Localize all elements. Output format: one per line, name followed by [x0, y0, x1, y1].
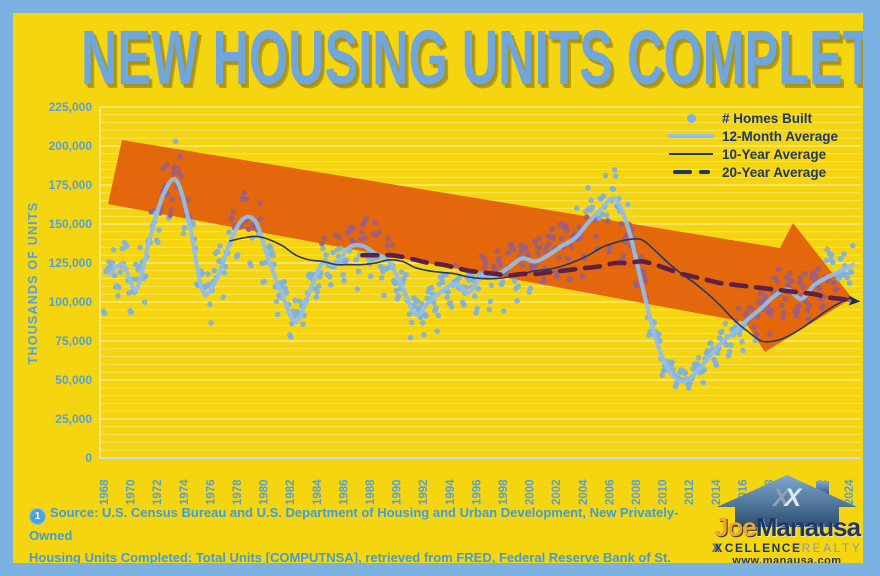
joe-manausa-logo: XX JoeManausa XXCELLENCEREALTY www.manau…: [709, 473, 863, 563]
chart-legend: # Homes Built 12-Month Average 10-Year A…: [665, 109, 838, 181]
footnote-1-icon: 1: [29, 508, 46, 525]
source-label: Source:: [50, 505, 99, 520]
svg-text:2010: 2010: [658, 479, 670, 505]
svg-text:50,000: 50,000: [55, 373, 92, 387]
trend-end-arrow-marker: [848, 295, 861, 306]
legend-item-12-month-average: 12-Month Average: [665, 127, 838, 145]
svg-text:1972: 1972: [152, 479, 164, 505]
chart-canvas: NEW HOUSING UNITS COMPLETED 0 25,000 50,00…: [13, 13, 863, 563]
house-icon: XX: [717, 475, 857, 527]
thick-line-swatch: [665, 133, 717, 139]
svg-text:150,000: 150,000: [49, 217, 93, 231]
svg-text:2002: 2002: [551, 479, 563, 505]
svg-text:1968: 1968: [99, 479, 111, 505]
svg-text:1990: 1990: [392, 479, 404, 505]
logo-name: JoeManausa: [713, 512, 861, 542]
y-axis-title: THOUSANDS OF UNITS: [26, 202, 40, 365]
svg-text:2004: 2004: [578, 479, 590, 505]
svg-text:2012: 2012: [684, 479, 696, 505]
svg-text:1994: 1994: [445, 479, 457, 505]
logo-xcellence-realty: XXCELLENCEREALTY: [711, 541, 863, 555]
svg-text:100,000: 100,000: [49, 295, 93, 309]
svg-text:200,000: 200,000: [49, 139, 93, 153]
legend-item-10-year-average: 10-Year Average: [665, 145, 838, 163]
svg-text:2000: 2000: [525, 479, 537, 505]
svg-text:1980: 1980: [259, 479, 271, 505]
legend-item-homes-built: # Homes Built: [665, 109, 838, 127]
svg-text:1986: 1986: [338, 479, 350, 505]
svg-text:1978: 1978: [232, 479, 244, 505]
ten-year-average-line: [229, 235, 853, 343]
twelve-month-average-line: [107, 177, 856, 384]
svg-text:1982: 1982: [285, 479, 297, 505]
svg-text:1988: 1988: [365, 479, 377, 505]
source-line1: U.S. Census Bureau and U.S. Department o…: [29, 505, 679, 543]
svg-text:1992: 1992: [418, 479, 430, 505]
page-title: NEW HOUSING UNITS COMPLETED: [81, 15, 863, 101]
source-note: 1 Source: U.S. Census Bureau and U.S. Dep…: [29, 502, 701, 563]
downtrend-arrow: [108, 140, 852, 352]
y-axis-tick-labels: 0 25,000 50,000 75,000 100,000 125,000 150,000…: [49, 100, 93, 465]
scatter-dot-swatch: [665, 113, 717, 123]
twenty-year-average-line: [360, 252, 853, 303]
dashed-line-swatch: [665, 169, 717, 175]
source-line2: Housing Units Completed: Total Units [CO…: [29, 549, 671, 564]
svg-text:225,000: 225,000: [49, 100, 93, 114]
svg-text:75,000: 75,000: [55, 334, 92, 348]
svg-text:2008: 2008: [631, 479, 643, 505]
thin-line-swatch: [665, 153, 717, 155]
svg-text:1998: 1998: [498, 479, 510, 505]
svg-text:1970: 1970: [126, 479, 138, 505]
svg-text:1996: 1996: [471, 479, 483, 505]
svg-text:2014: 2014: [711, 479, 723, 505]
svg-text:2006: 2006: [604, 479, 616, 505]
logo-website[interactable]: www.manausa.com: [732, 555, 842, 564]
legend-item-20-year-average: 20-Year Average: [665, 163, 838, 181]
svg-text:1974: 1974: [179, 479, 191, 505]
svg-text:1984: 1984: [312, 479, 324, 505]
housing-units-chart: 0 25,000 50,000 75,000 100,000 125,000 150,000…: [26, 100, 861, 505]
svg-text:2024: 2024: [844, 479, 856, 505]
svg-text:25,000: 25,000: [55, 412, 92, 426]
svg-text:0: 0: [85, 451, 92, 465]
svg-text:175,000: 175,000: [49, 178, 93, 192]
svg-text:XX: XX: [771, 484, 803, 512]
svg-text:125,000: 125,000: [49, 256, 93, 270]
svg-text:1976: 1976: [205, 479, 217, 505]
